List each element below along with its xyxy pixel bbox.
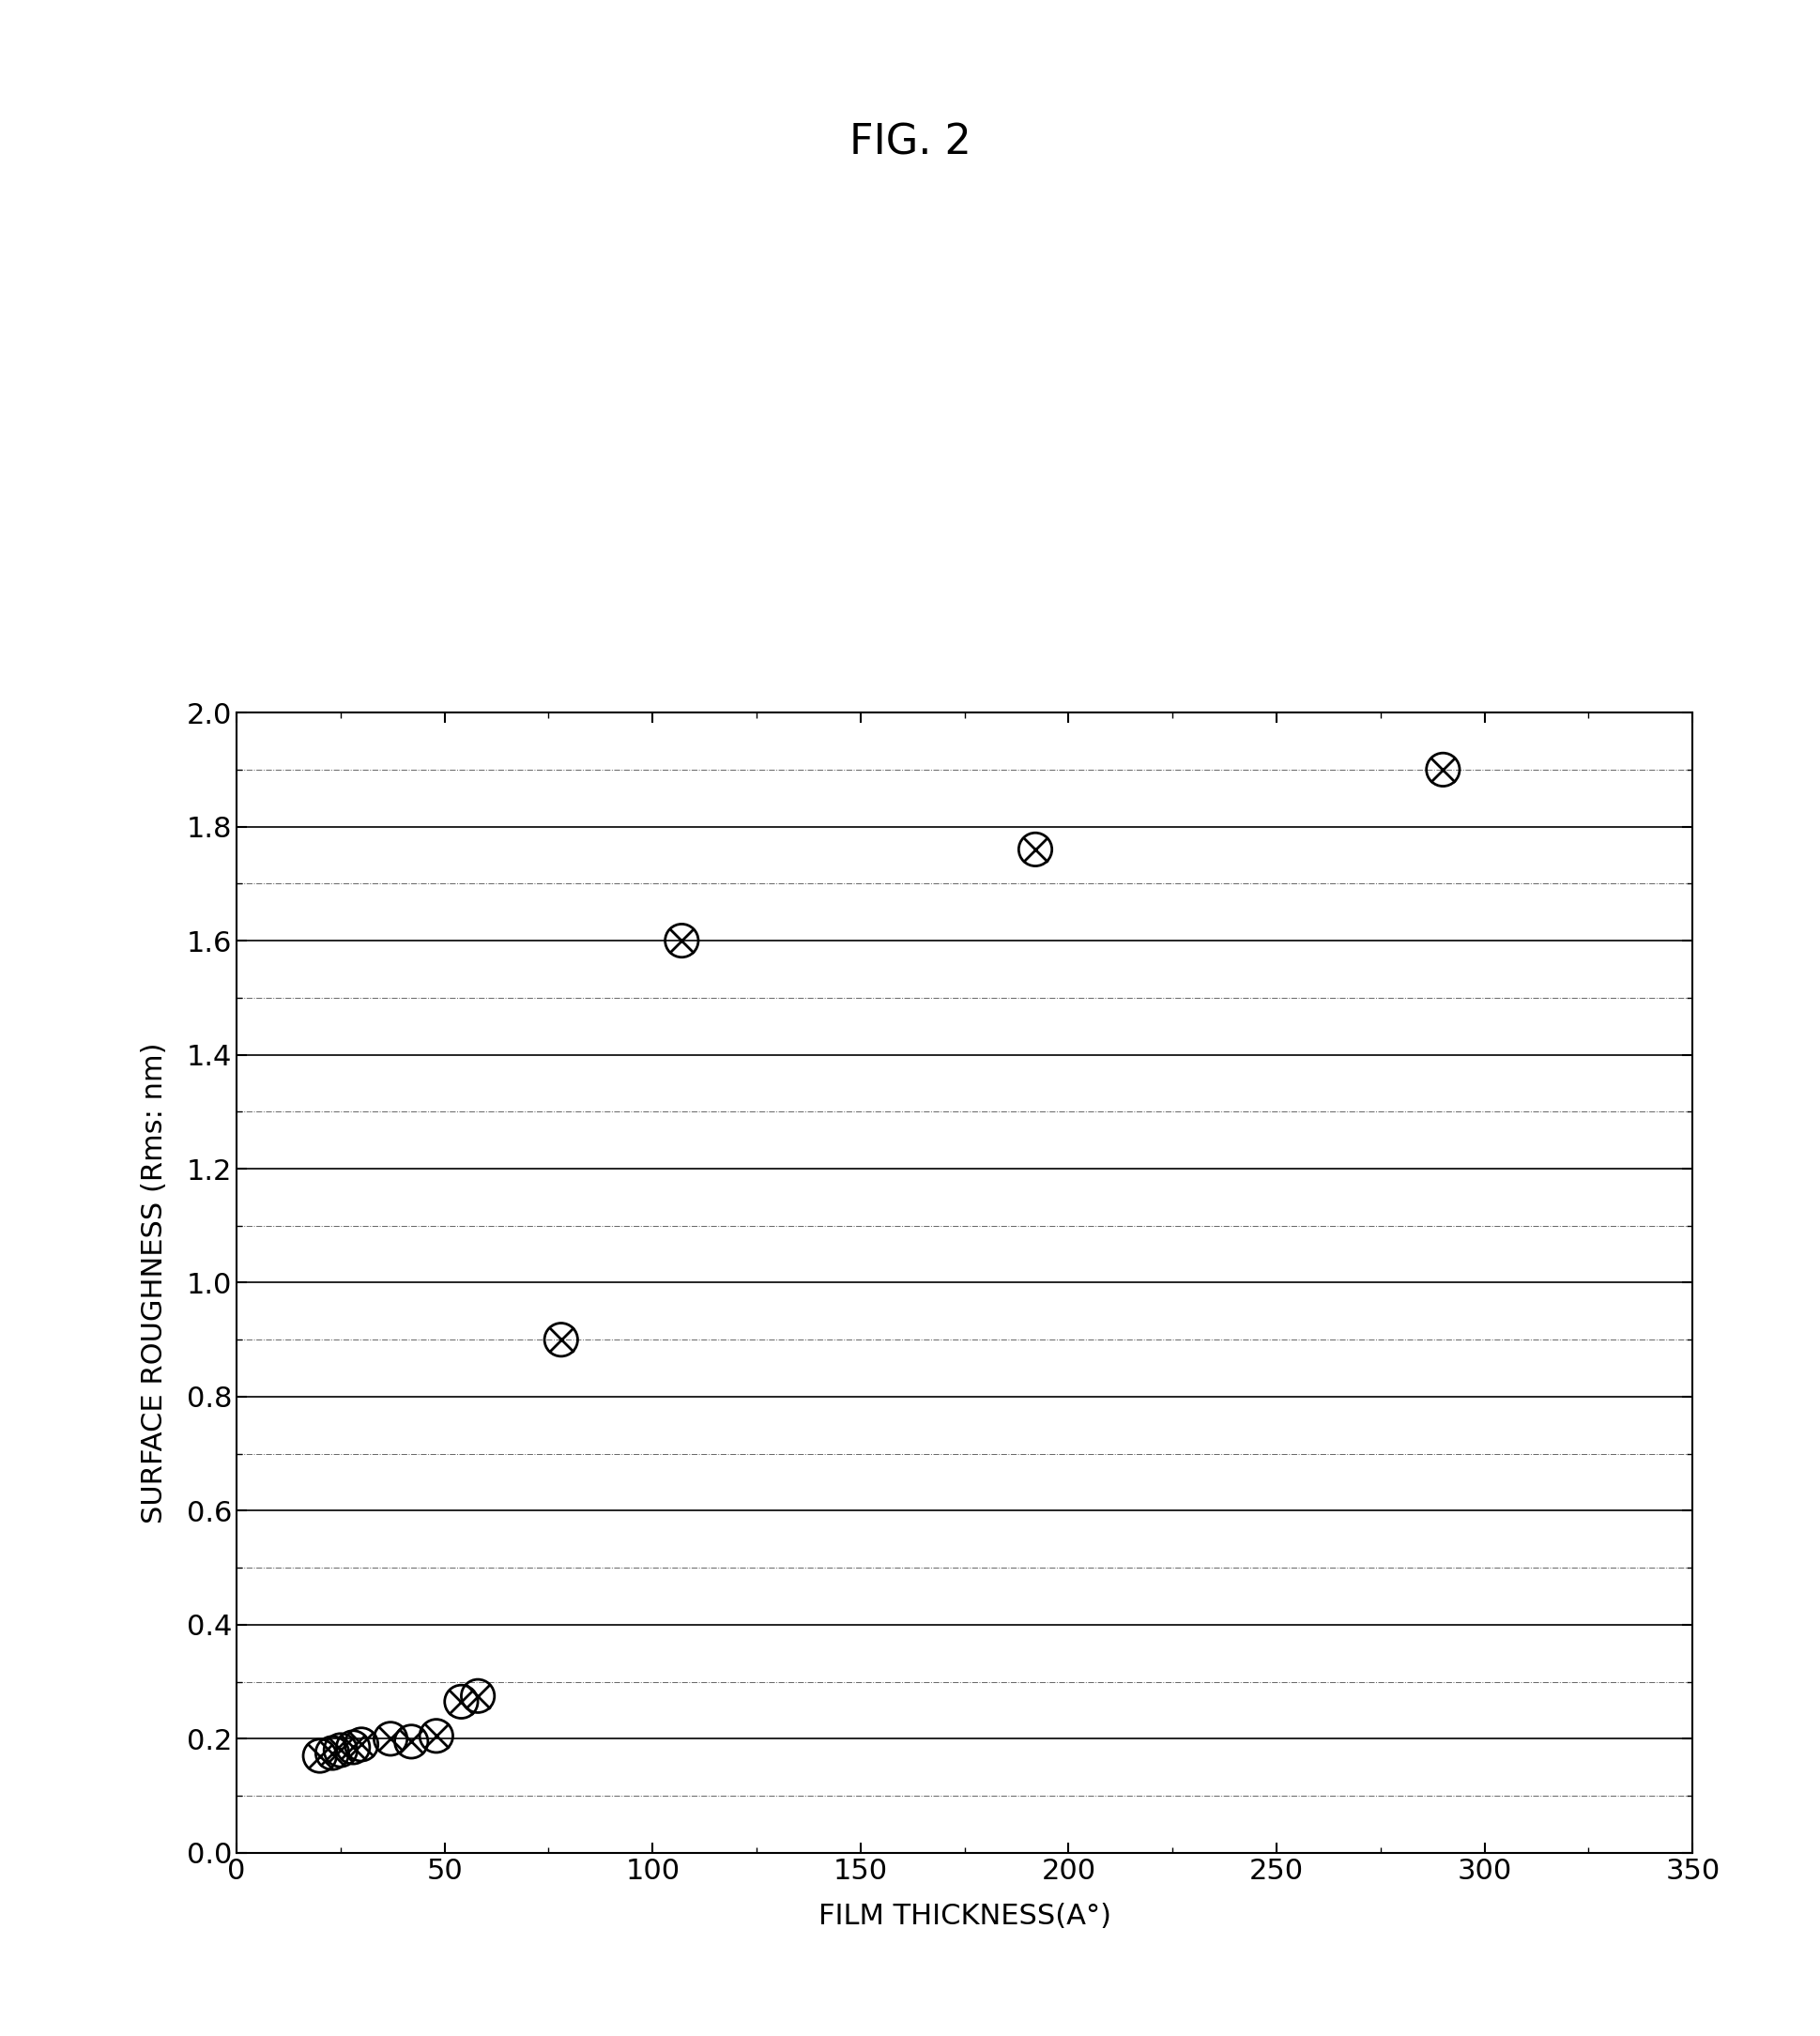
Point [422, 1720, 451, 1753]
Point [318, 1737, 348, 1769]
Point [422, 1720, 451, 1753]
Point [339, 1731, 368, 1763]
Point [1429, 753, 1458, 786]
Point [326, 1735, 355, 1767]
Point [546, 1323, 575, 1356]
X-axis label: FILM THICKNESS(A°): FILM THICKNESS(A°) [819, 1904, 1110, 1930]
Point [1021, 833, 1050, 865]
Point [446, 1686, 475, 1718]
Point [377, 1722, 406, 1755]
Point [397, 1724, 426, 1757]
Point [326, 1735, 355, 1767]
Point [348, 1729, 377, 1761]
Point [318, 1737, 348, 1769]
Point [348, 1729, 377, 1761]
Point [464, 1680, 493, 1712]
Point [446, 1686, 475, 1718]
Point [546, 1323, 575, 1356]
Y-axis label: SURFACE ROUGHNESS (Rms: nm): SURFACE ROUGHNESS (Rms: nm) [140, 1042, 167, 1523]
Point [464, 1680, 493, 1712]
Point [306, 1739, 335, 1771]
Point [339, 1731, 368, 1763]
Point [668, 924, 697, 957]
Point [668, 924, 697, 957]
Point [377, 1722, 406, 1755]
Point [1429, 753, 1458, 786]
Point [1021, 833, 1050, 865]
Point [397, 1724, 426, 1757]
Point [306, 1739, 335, 1771]
Text: FIG. 2: FIG. 2 [850, 122, 970, 163]
